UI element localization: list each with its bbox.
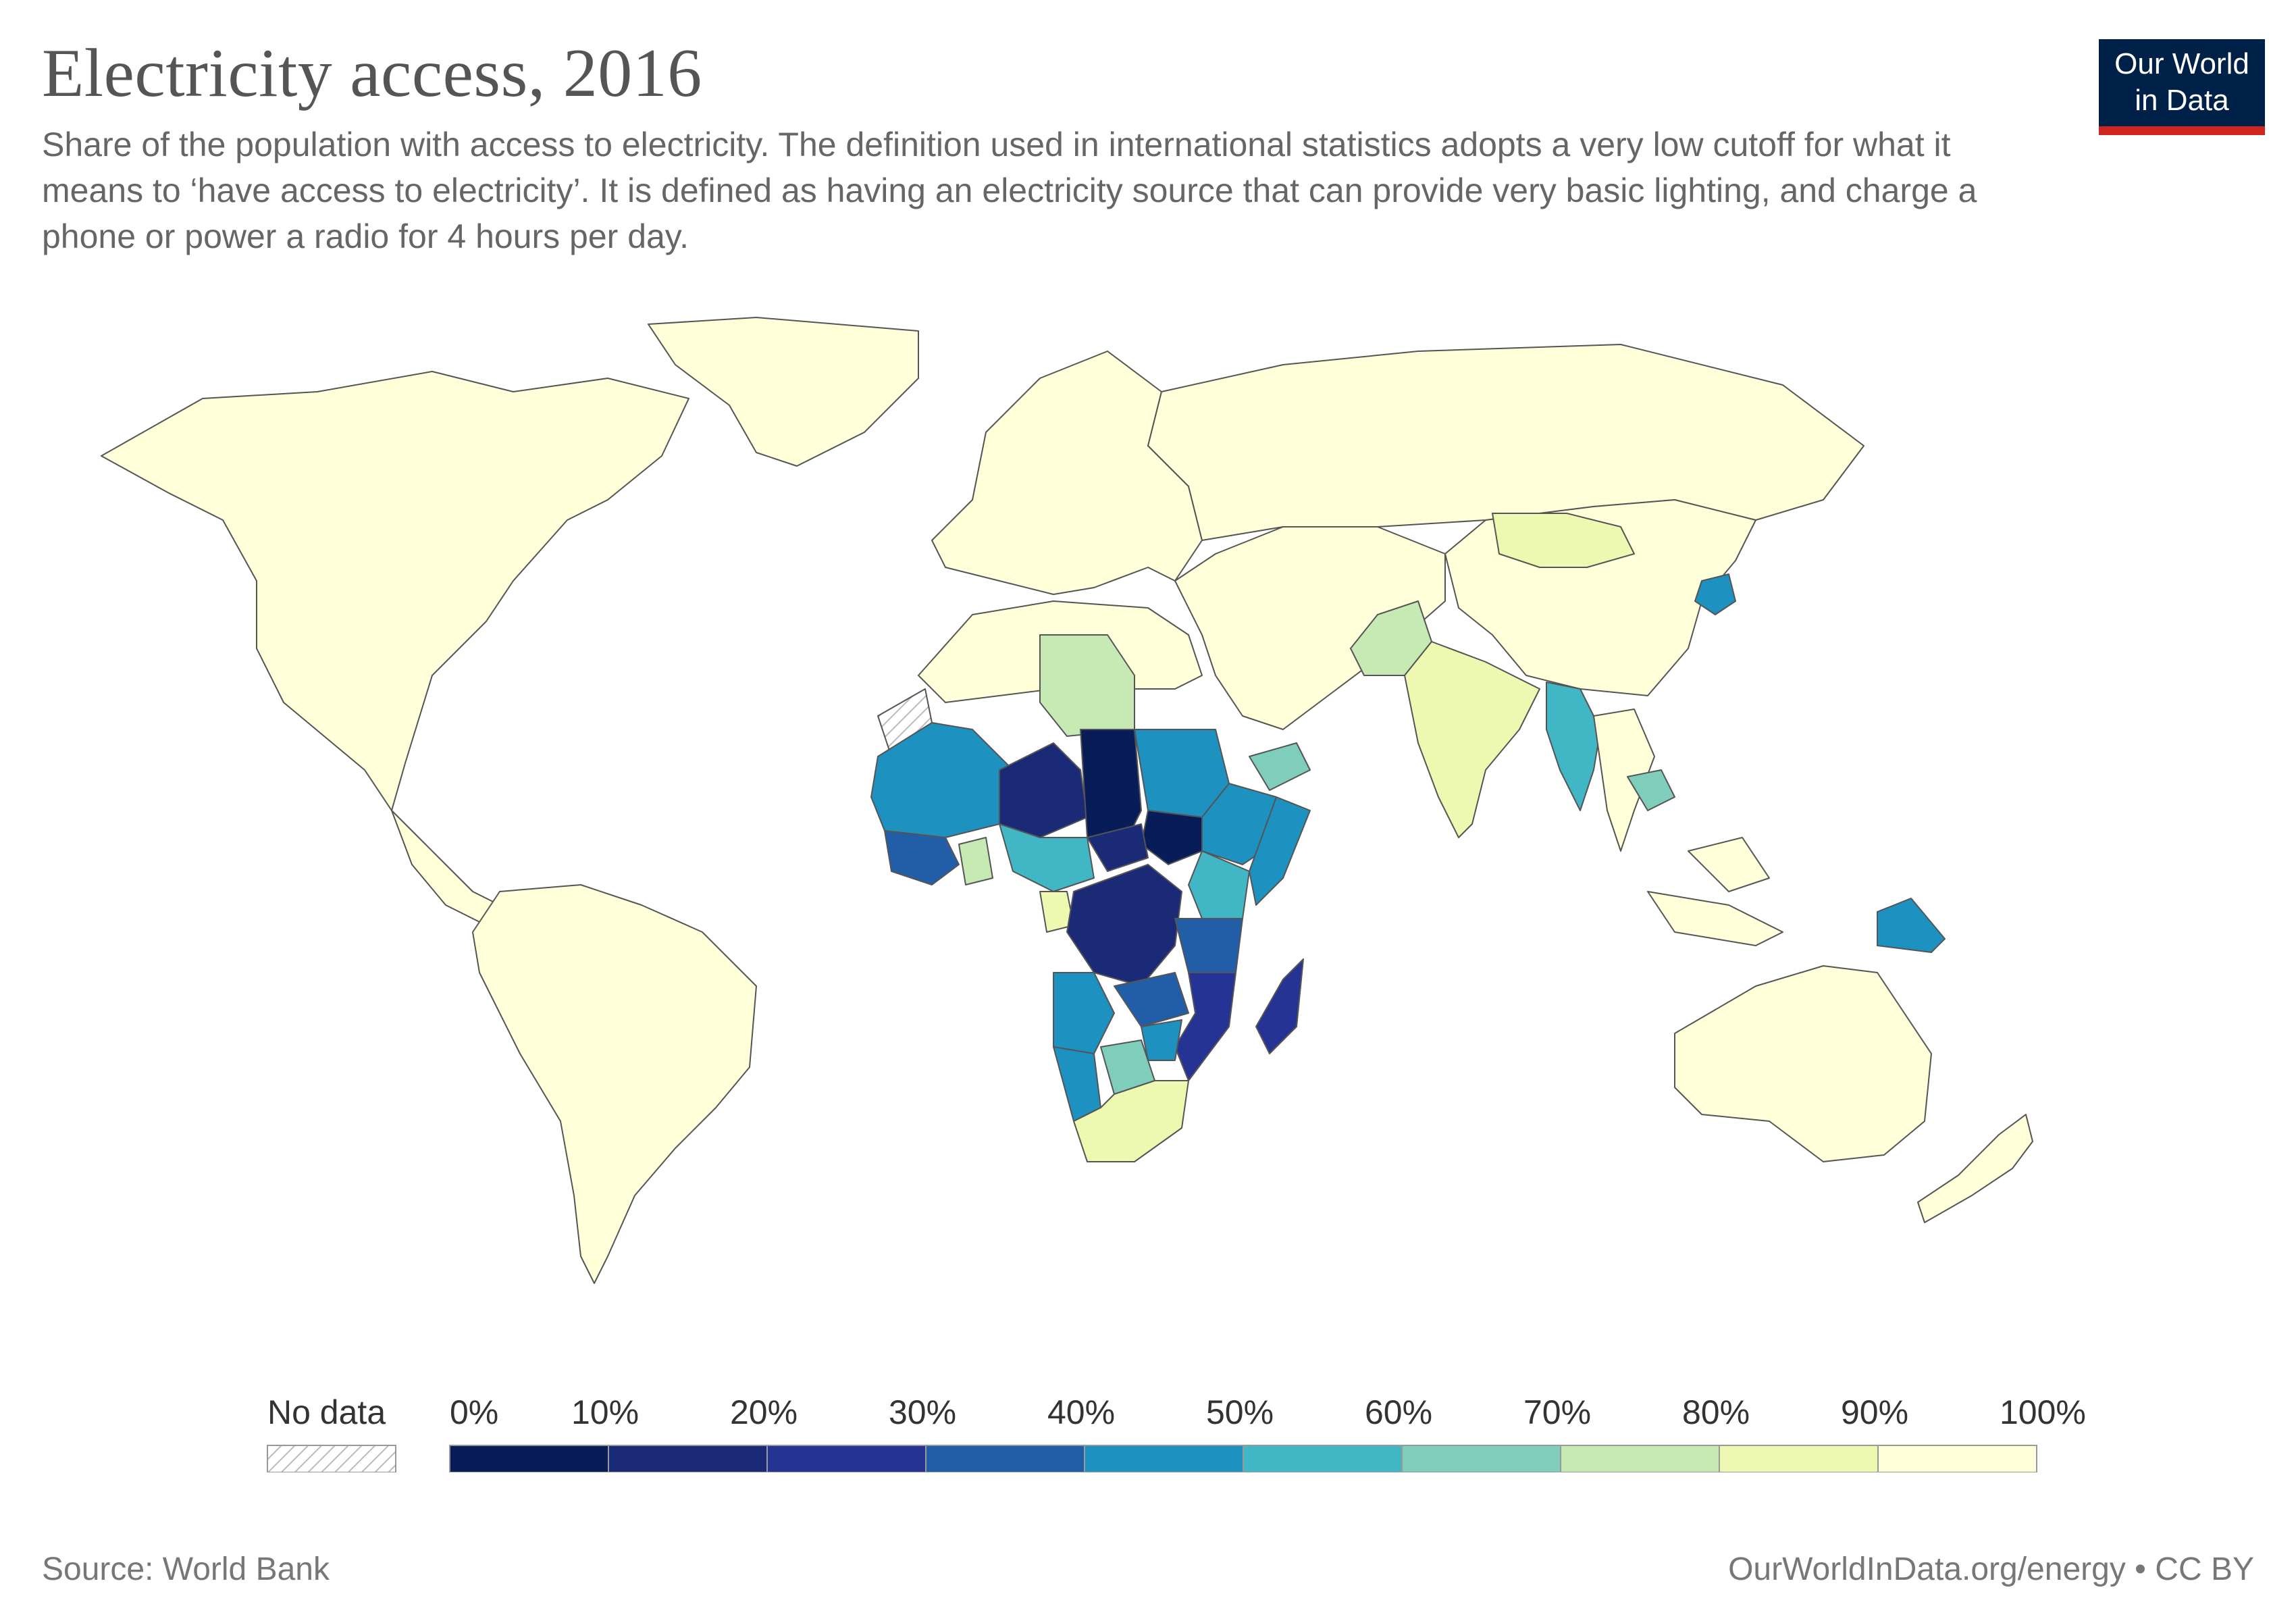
- region-namibia[interactable]: [1053, 1046, 1101, 1122]
- region-southeast-asia[interactable]: [1593, 709, 1655, 852]
- region-south-sudan[interactable]: [1141, 810, 1203, 865]
- legend-tick-label: 10%: [571, 1393, 640, 1431]
- legend-bin-3: [925, 1445, 1085, 1472]
- legend-tick-label: 100%: [2000, 1393, 2086, 1431]
- legend-tick-label: 80%: [1682, 1393, 1750, 1431]
- source-note: Source: World Bank: [42, 1551, 330, 1587]
- region-australia[interactable]: [1674, 965, 1932, 1162]
- color-legend: [267, 1445, 2037, 1472]
- region-yemen[interactable]: [1249, 742, 1311, 791]
- legend-tick-label: 90%: [1841, 1393, 1909, 1431]
- legend-no-data-label: No data: [267, 1393, 386, 1431]
- region-nigeria-cameroon[interactable]: [999, 823, 1095, 892]
- legend-bin-9: [1877, 1445, 2037, 1472]
- region-india[interactable]: [1404, 641, 1540, 838]
- legend-tick-label: 0%: [450, 1393, 499, 1431]
- world-map[interactable]: [0, 297, 2296, 1351]
- legend-tick-label: 40%: [1047, 1393, 1116, 1431]
- legend-bin-2: [766, 1445, 927, 1472]
- chart-subtitle: Share of the population with access to e…: [42, 126, 1977, 255]
- region-cambodia[interactable]: [1627, 769, 1675, 811]
- region-southeast-asia[interactable]: [1688, 837, 1770, 892]
- region-europe[interactable]: [931, 351, 1203, 595]
- region-tanzania[interactable]: [1174, 918, 1243, 973]
- legend-tick-label: 70%: [1523, 1393, 1592, 1431]
- region-dr-congo[interactable]: [1066, 864, 1182, 987]
- region-greenland[interactable]: [648, 317, 919, 467]
- legend-tick-label: 60%: [1365, 1393, 1433, 1431]
- region-somalia[interactable]: [1249, 796, 1311, 906]
- owid-logo[interactable]: Our World in Data: [2099, 39, 2265, 135]
- legend-bin-6: [1401, 1445, 1561, 1472]
- region-ghana[interactable]: [958, 837, 993, 885]
- legend-tick-label: 20%: [730, 1393, 798, 1431]
- region-north-america[interactable]: [391, 810, 500, 926]
- legend-bin-5: [1243, 1445, 1403, 1472]
- legend-bin-1: [608, 1445, 768, 1472]
- region-niger-region[interactable]: [999, 742, 1088, 838]
- region-mongolia[interactable]: [1492, 513, 1635, 568]
- region-west-coast[interactable]: [884, 830, 960, 885]
- logo-accent-bar: [2099, 126, 2265, 135]
- region-car[interactable]: [1087, 823, 1149, 872]
- legend-no-data-swatch: [267, 1445, 396, 1472]
- region-south-america[interactable]: [472, 884, 757, 1284]
- region-southeast-asia[interactable]: [1647, 891, 1783, 946]
- region-myanmar[interactable]: [1546, 681, 1601, 811]
- region-south-africa[interactable]: [1073, 1080, 1189, 1162]
- region-madagascar[interactable]: [1255, 958, 1304, 1054]
- region-mozambique[interactable]: [1174, 972, 1236, 1081]
- legend-tick-label: 30%: [889, 1393, 957, 1431]
- region-angola[interactable]: [1053, 972, 1115, 1054]
- region-zimbabwe[interactable]: [1141, 1019, 1182, 1061]
- license-link[interactable]: OurWorldInData.org/energy • CC BY: [1728, 1551, 2254, 1587]
- region-new-zealand[interactable]: [1917, 1114, 2033, 1223]
- legend-bin-0: [449, 1445, 609, 1472]
- chart-title: Electricity access, 2016: [42, 35, 702, 111]
- region-north-korea[interactable]: [1694, 573, 1736, 615]
- legend-bin-7: [1560, 1445, 1720, 1472]
- region-russia[interactable]: [1147, 344, 1864, 541]
- region-papua-new-guinea[interactable]: [1877, 898, 1946, 953]
- legend-bin-4: [1084, 1445, 1244, 1472]
- legend-tick-label: 50%: [1206, 1393, 1274, 1431]
- legend-bin-8: [1719, 1445, 1879, 1472]
- region-north-america[interactable]: [101, 371, 689, 811]
- logo-line-1: Our World: [2114, 47, 2249, 80]
- logo-line-2: in Data: [2135, 84, 2229, 117]
- region-zambia[interactable]: [1114, 972, 1189, 1027]
